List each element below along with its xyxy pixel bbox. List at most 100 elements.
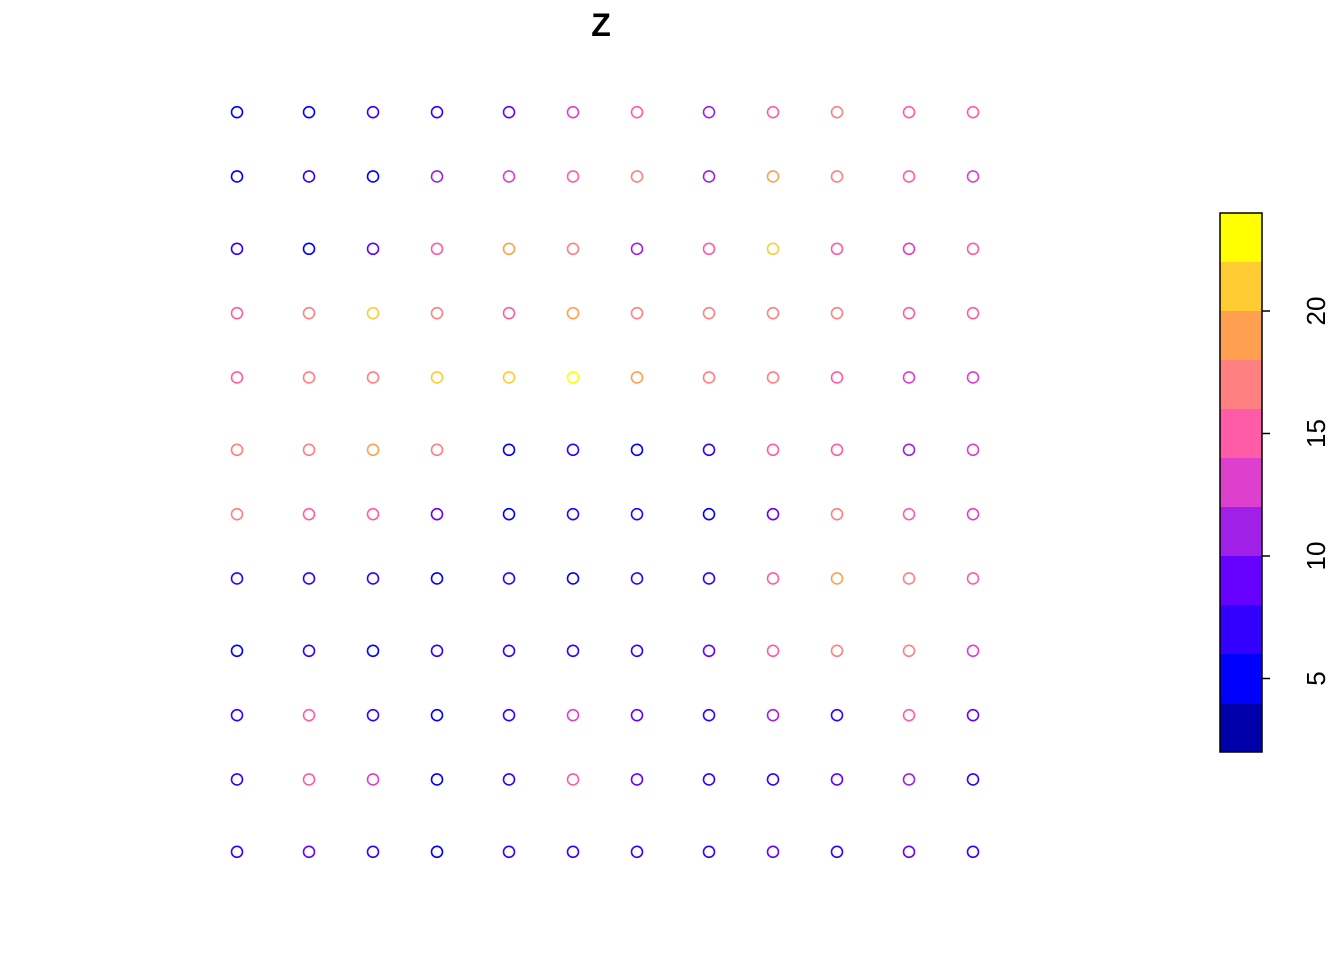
- point: [302, 170, 316, 183]
- point: [566, 507, 580, 521]
- point: [830, 644, 844, 658]
- point: [630, 242, 644, 256]
- point: [630, 371, 644, 384]
- point: [230, 507, 244, 521]
- point: [830, 306, 844, 320]
- point: [366, 105, 380, 119]
- point: [366, 572, 380, 585]
- point: [702, 708, 716, 722]
- point: [366, 644, 380, 658]
- point: [302, 845, 316, 859]
- point: [902, 105, 916, 119]
- point: [430, 507, 444, 521]
- key-bin: [1220, 703, 1262, 752]
- point: [702, 443, 716, 457]
- point: [966, 708, 980, 722]
- point: [302, 242, 316, 256]
- point: [230, 242, 244, 256]
- point: [766, 572, 780, 585]
- point: [430, 306, 444, 320]
- point: [230, 644, 244, 658]
- point: [966, 644, 980, 658]
- key-bin: [1220, 360, 1262, 409]
- point: [230, 105, 244, 119]
- point: [302, 708, 316, 722]
- key-frame: [1219, 212, 1263, 753]
- point: [430, 170, 444, 183]
- point: [302, 306, 316, 320]
- point: [366, 443, 380, 457]
- key-bin: [1220, 556, 1262, 605]
- point: [702, 644, 716, 658]
- point: [766, 170, 780, 183]
- point: [766, 507, 780, 521]
- point: [830, 443, 844, 457]
- point: [430, 773, 444, 786]
- point: [830, 507, 844, 521]
- point: [902, 773, 916, 786]
- point: [630, 572, 644, 585]
- point: [502, 572, 516, 585]
- point: [702, 105, 716, 119]
- point: [630, 773, 644, 786]
- point: [830, 105, 844, 119]
- point: [430, 644, 444, 658]
- point: [366, 773, 380, 786]
- point: [430, 708, 444, 722]
- point: [702, 572, 716, 585]
- point: [302, 572, 316, 585]
- point: [630, 708, 644, 722]
- key-bin: [1220, 409, 1262, 458]
- point: [566, 572, 580, 585]
- point: [230, 845, 244, 859]
- point: [830, 572, 844, 585]
- point: [430, 845, 444, 859]
- point: [766, 371, 780, 384]
- point: [902, 306, 916, 320]
- key-bin: [1220, 458, 1262, 507]
- point: [766, 242, 780, 256]
- key-bin: [1220, 654, 1262, 703]
- point: [302, 644, 316, 658]
- chart-title: Z: [591, 7, 611, 43]
- point: [366, 242, 380, 256]
- point: [230, 306, 244, 320]
- point: [230, 170, 244, 183]
- point: [366, 507, 380, 521]
- key-bin: [1220, 311, 1262, 360]
- point: [566, 708, 580, 722]
- point: [566, 306, 580, 320]
- point: [966, 170, 980, 183]
- point: [230, 371, 244, 384]
- point: [702, 242, 716, 256]
- point: [366, 371, 380, 384]
- point: [302, 507, 316, 521]
- point: [702, 845, 716, 859]
- point: [630, 170, 644, 183]
- point: [702, 371, 716, 384]
- point: [302, 443, 316, 457]
- point: [630, 306, 644, 320]
- point: [502, 306, 516, 320]
- point: [430, 371, 444, 384]
- point: [566, 242, 580, 256]
- point: [830, 371, 844, 384]
- point: [702, 170, 716, 183]
- point: [502, 773, 516, 786]
- point: [966, 242, 980, 256]
- point: [430, 242, 444, 256]
- point: [902, 644, 916, 658]
- point: [230, 572, 244, 585]
- key-bin: [1220, 507, 1262, 556]
- point: [902, 371, 916, 384]
- point: [566, 773, 580, 786]
- point: [902, 708, 916, 722]
- point: [966, 572, 980, 585]
- point: [766, 105, 780, 119]
- point: [502, 708, 516, 722]
- point: [902, 443, 916, 457]
- point: [502, 644, 516, 658]
- point: [902, 572, 916, 585]
- point: [566, 644, 580, 658]
